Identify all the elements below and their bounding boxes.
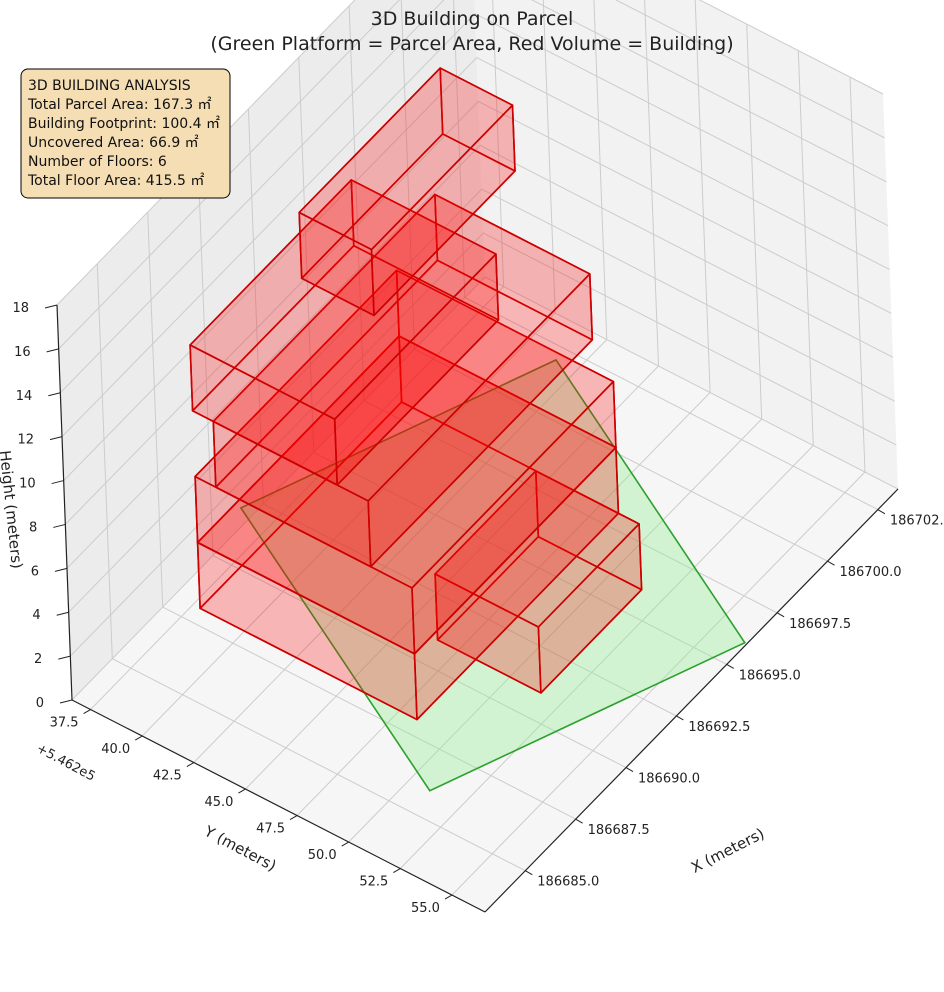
- parcel-layer: [239, 358, 746, 792]
- x-tick-label-4: 186695.0: [739, 668, 801, 683]
- chart-title-line-1: 3D Building on Parcel: [371, 8, 574, 30]
- y-tick-label-0: 37.5: [50, 716, 79, 731]
- y-axis-offset-label: +5.462e5: [34, 741, 98, 784]
- y-tick-mark-7: [444, 894, 453, 900]
- x-axis-line: [484, 488, 899, 913]
- gridline-z-7: [59, 0, 887, 394]
- y-tick-mark-5: [341, 841, 349, 847]
- x-tick-label-3: 186692.5: [688, 720, 750, 735]
- gridline-z-8: [58, 0, 885, 350]
- x-tick-label-7: 186702.5: [890, 514, 944, 529]
- x-tick-label-1: 186687.5: [588, 823, 650, 838]
- analysis-annotation: 3D BUILDING ANALYSIS Total Parcel Area: …: [20, 68, 231, 199]
- z-tick-mark-0: [59, 699, 73, 704]
- y-tick-mark-3: [238, 788, 246, 794]
- floor-1-face-top: [434, 470, 640, 628]
- z-tick-label-2: 4: [32, 608, 40, 623]
- building-floor-4: [212, 193, 594, 568]
- z-tick-label-5: 10: [19, 477, 36, 492]
- y-tick-label-6: 52.5: [359, 875, 388, 890]
- gridline-z-2: [68, 188, 895, 613]
- x-tick-mark-6: [827, 560, 835, 566]
- parcel-platform: [239, 358, 746, 792]
- y-tick-label-5: 50.0: [308, 848, 337, 863]
- tick-labels: 186685.0 186687.5 186690.0 186692.5 186695.0…: [12, 301, 944, 916]
- x-tick-label-6: 186700.0: [839, 565, 901, 580]
- x-tick-mark-0: [525, 870, 533, 876]
- chart-title-line-2: (Green Platform = Parcel Area, Red Volum…: [210, 33, 733, 55]
- x-tick-mark-3: [676, 715, 684, 721]
- y-tick-label-3: 45.0: [205, 795, 234, 810]
- z-tick-label-4: 8: [29, 520, 37, 535]
- y-tick-mark-4: [289, 815, 298, 820]
- x-tick-mark-5: [776, 612, 785, 618]
- y-tick-label-2: 42.5: [153, 769, 182, 784]
- annotation-box: [20, 68, 231, 199]
- y-tick-label-4: 47.5: [256, 822, 285, 837]
- axes-panes: [57, 0, 898, 912]
- z-tick-label-0: 0: [36, 696, 44, 711]
- x-tick-mark-2: [625, 767, 634, 772]
- pane-y-min: [57, 0, 485, 700]
- x-tick-label-2: 186690.0: [638, 772, 700, 787]
- axis-lines: [56, 304, 899, 913]
- y-tick-mark-0: [83, 709, 91, 714]
- annotation-line-2: Total Parcel Area: 167.3 ㎡: [27, 97, 212, 113]
- z-tick-label-1: 2: [34, 652, 42, 667]
- annotation-line-5: Number of Floors: 6: [28, 154, 167, 170]
- z-tick-label-6: 12: [17, 433, 34, 448]
- z-tick-mark-9: [44, 304, 58, 309]
- gridline-z-0: [71, 276, 899, 701]
- gridline-z-1: [69, 232, 897, 657]
- y-tick-mark-2: [186, 762, 195, 767]
- annotation-line-4: Uncovered Area: 66.9 ㎡: [28, 135, 199, 151]
- y-tick-mark-6: [393, 868, 401, 873]
- floor-6-face-top: [298, 67, 514, 251]
- x-tick-label-5: 186697.5: [789, 617, 851, 632]
- annotation-line-6: Total Floor Area: 415.5 ㎡: [27, 173, 204, 189]
- gridline-z-4: [64, 100, 892, 525]
- x-tick-mark-4: [726, 663, 735, 669]
- z-tick-mark-5: [51, 480, 64, 485]
- pane-floor: [72, 277, 898, 912]
- y-tick-mark-1: [134, 735, 143, 741]
- y-tick-label-1: 40.0: [101, 742, 130, 757]
- x-tick-mark-1: [575, 818, 583, 824]
- y-tick-label-7: 55.0: [411, 901, 440, 916]
- z-tick-mark-8: [46, 348, 59, 353]
- z-tick-mark-4: [53, 523, 66, 528]
- building-floor-6: [298, 67, 516, 317]
- z-tick-mark-7: [48, 392, 61, 397]
- x-tick-mark-7: [877, 509, 886, 515]
- z-tick-mark-2: [56, 611, 69, 616]
- pane-x-max: [474, 0, 898, 489]
- building-layer: [189, 67, 643, 721]
- building-floor-1: [434, 470, 643, 694]
- z-axis-label: Height (meters): [0, 449, 26, 569]
- z-tick-mark-6: [49, 436, 63, 441]
- z-axis-line: [56, 304, 73, 701]
- gridline-z-3: [66, 144, 894, 569]
- gridlines: [56, 0, 899, 896]
- z-tick-label-7: 14: [16, 389, 33, 404]
- z-tick-label-8: 16: [14, 345, 31, 360]
- annotation-line-1: 3D BUILDING ANALYSIS: [28, 78, 191, 94]
- annotation-line-3: Building Footprint: 100.4 ㎡: [28, 116, 220, 132]
- y-axis-line: [71, 699, 486, 913]
- z-tick-mark-1: [58, 655, 71, 660]
- gridline-z-5: [63, 56, 890, 481]
- x-tick-label-0: 186685.0: [537, 875, 599, 890]
- z-tick-label-3: 6: [31, 564, 39, 579]
- z-tick-label-9: 18: [12, 301, 29, 316]
- building-floor-2: [196, 335, 620, 721]
- x-axis-label: X (meters): [688, 824, 767, 876]
- gridline-z-6: [61, 13, 889, 438]
- z-tick-mark-3: [54, 567, 68, 572]
